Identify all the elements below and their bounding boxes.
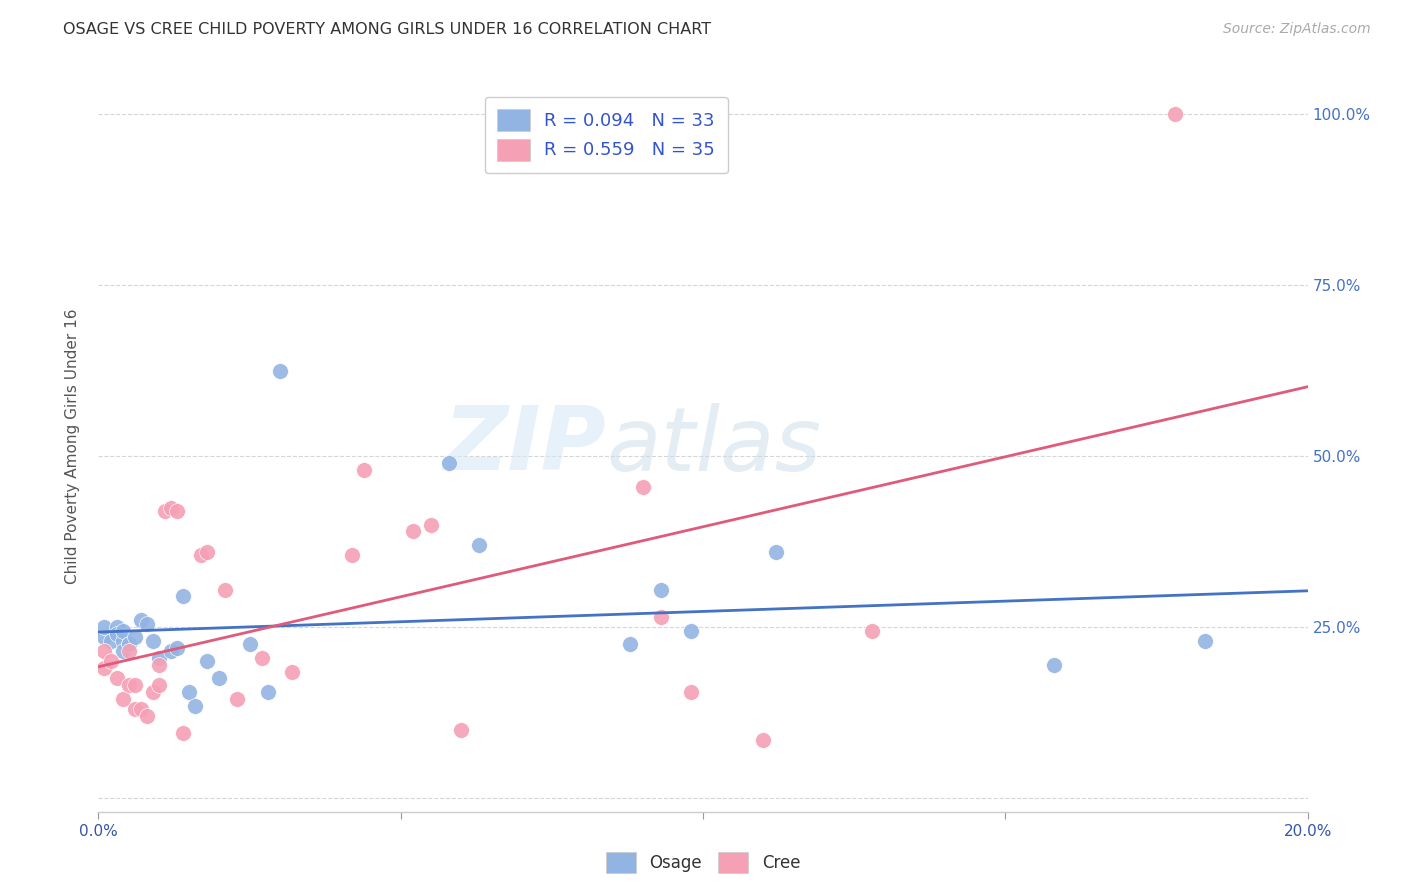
Point <box>1194 633 1216 648</box>
Point <box>100 654 122 668</box>
Point <box>153 504 176 518</box>
Point <box>679 685 702 699</box>
Point <box>208 672 231 686</box>
Point <box>184 698 207 713</box>
Point <box>111 692 134 706</box>
Point <box>1042 657 1064 672</box>
Point <box>765 545 787 559</box>
Point <box>93 620 115 634</box>
Point <box>342 549 364 563</box>
Point <box>1163 107 1185 121</box>
Point <box>226 692 249 706</box>
Point <box>118 644 141 658</box>
Point <box>118 637 141 651</box>
Point <box>100 633 122 648</box>
Point <box>93 644 115 658</box>
Point <box>239 637 262 651</box>
Point <box>93 661 115 675</box>
Point <box>118 678 141 692</box>
Point <box>105 627 128 641</box>
Point <box>752 733 775 747</box>
Point <box>166 640 188 655</box>
Point <box>402 524 425 539</box>
Point <box>353 463 375 477</box>
Point <box>135 616 157 631</box>
Point <box>420 517 443 532</box>
Y-axis label: Child Poverty Among Girls Under 16: Child Poverty Among Girls Under 16 <box>65 309 80 583</box>
Point <box>679 624 702 638</box>
Point <box>111 633 134 648</box>
Point <box>650 582 672 597</box>
Point <box>468 538 491 552</box>
Point <box>124 678 146 692</box>
Point <box>179 685 201 699</box>
Point <box>160 500 183 515</box>
Legend: R = 0.094   N = 33, R = 0.559   N = 35: R = 0.094 N = 33, R = 0.559 N = 35 <box>485 96 728 173</box>
Point <box>135 709 157 723</box>
Point <box>190 549 212 563</box>
Point <box>129 702 152 716</box>
Point <box>214 582 236 597</box>
Point <box>148 657 170 672</box>
Point <box>148 651 170 665</box>
Point <box>195 654 218 668</box>
Point <box>111 624 134 638</box>
Point <box>118 637 141 651</box>
Point <box>619 637 641 651</box>
Point <box>148 678 170 692</box>
Point <box>105 620 128 634</box>
Text: Source: ZipAtlas.com: Source: ZipAtlas.com <box>1223 22 1371 37</box>
Point <box>256 685 278 699</box>
Point <box>195 545 218 559</box>
Point <box>250 651 273 665</box>
Point <box>166 504 188 518</box>
Point <box>281 665 304 679</box>
Point <box>450 723 472 737</box>
Point <box>142 685 165 699</box>
Point <box>860 624 883 638</box>
Text: OSAGE VS CREE CHILD POVERTY AMONG GIRLS UNDER 16 CORRELATION CHART: OSAGE VS CREE CHILD POVERTY AMONG GIRLS … <box>63 22 711 37</box>
Text: ZIP: ZIP <box>443 402 606 490</box>
Point <box>631 480 654 494</box>
Point <box>105 672 128 686</box>
Point <box>269 364 291 378</box>
Point <box>160 644 183 658</box>
Point <box>650 610 672 624</box>
Point <box>437 456 460 470</box>
Point <box>129 613 152 627</box>
Point <box>93 631 115 645</box>
Point <box>124 702 146 716</box>
Point <box>111 644 134 658</box>
Point <box>142 633 165 648</box>
Point <box>124 631 146 645</box>
Text: atlas: atlas <box>606 403 821 489</box>
Point <box>172 726 194 740</box>
Point <box>172 590 194 604</box>
Legend: Osage, Cree: Osage, Cree <box>599 846 807 880</box>
